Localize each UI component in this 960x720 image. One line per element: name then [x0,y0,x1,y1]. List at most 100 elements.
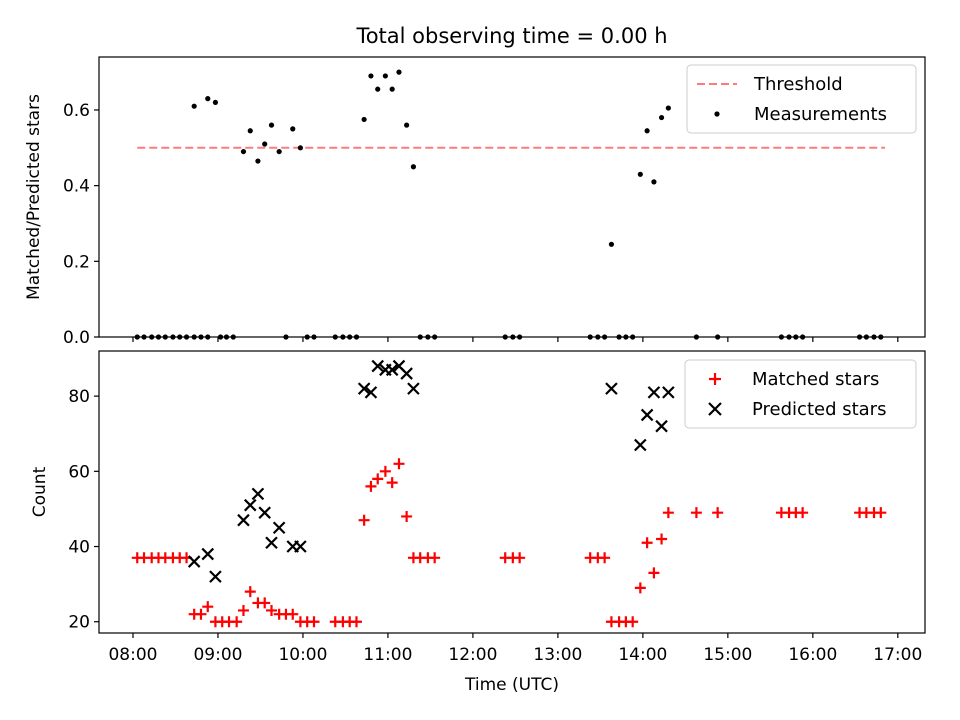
measurement-point [665,105,671,111]
predicted-star-point [400,367,413,380]
matched-star-point [259,597,271,609]
top-y-tick-label: 0.6 [63,101,90,121]
legend-measurements-swatch [714,111,720,117]
matched-star-point [231,616,243,628]
predicted-star-point [209,570,222,583]
bottom-y-axis-label: Count [30,466,50,517]
predicted-star-point [371,359,385,373]
matched-star-point [797,507,809,519]
measurement-point [262,141,268,147]
bottom-axes-frame [98,350,926,634]
x-tick-label: 12:00 [448,645,497,665]
predicted-star-point [655,419,668,433]
legend-predicted-label: Predicted stars [752,399,886,420]
x-tick-label: 09:00 [193,645,242,665]
x-tick-label: 08:00 [108,645,157,665]
bottom-y-tick-label: 20 [68,613,90,633]
measurement-point [268,122,275,128]
matched-star-point [237,604,249,616]
predicted-star-point [237,513,250,527]
matched-star-point [379,465,391,477]
legend-threshold-label: Threshold [753,74,843,95]
matched-star-point [202,601,214,613]
measurement-point [410,164,417,170]
matched-star-point [393,458,405,470]
bottom-x-axis-ticks: 08:00 09:00 10:00 11:00 12:00 13:00 14:00 15:00… [108,633,922,665]
matched-star-point [875,507,887,519]
matched-star-point [599,552,611,564]
measurement-point [368,73,374,79]
matched-star-point [656,533,668,545]
legend-matched-swatch [709,373,721,385]
bottom-y-axis-ticks: 20 40 60 80 [68,387,99,633]
measurement-point [651,179,657,185]
matched-star-point [690,507,702,519]
top-y-tick-label: 0.2 [63,252,90,272]
x-tick-label: 13:00 [533,645,582,665]
x-tick-label: 14:00 [618,645,667,665]
predicted-star-point [385,363,399,377]
predicted-star-point [407,382,420,395]
matched-star-point [634,582,646,594]
bottom-y-tick-label: 40 [68,538,90,558]
matched-star-point [429,552,441,564]
matched-star-point [372,473,384,485]
predicted-star-point [272,521,286,534]
chart-title: Total observing time = 0.00 h [355,24,667,48]
matched-star-point [358,514,370,526]
measurement-point [240,148,247,155]
measurement-point [247,128,253,134]
x-axis-label: Time (UTC) [464,675,559,695]
bottom-panel: 20 40 60 80 08:00 09:00 10:00 11:00 12:00 13:00 1… [30,350,926,695]
predicted-star-point [647,386,661,399]
predicted-star-point [634,438,647,452]
predicted-star-point [187,555,201,568]
bottom-marks [131,359,887,628]
bottom-y-tick-label: 60 [68,462,90,482]
top-panel: 0.0 0.2 0.4 0.6 Matched/Predicted stars Thr… [24,56,926,348]
predicted-star-point [357,382,371,395]
predicted-star-point [640,408,654,422]
measurement-point [290,126,296,132]
matched-star-point [627,616,639,628]
x-tick-label: 10:00 [278,645,327,665]
legend-matched-label: Matched stars [752,369,879,390]
measurement-point [404,122,410,128]
top-marks [134,69,886,340]
measurement-point [644,128,650,134]
top-y-tick-label: 0.4 [63,177,90,197]
measurement-point [361,116,367,123]
predicted-star-point [364,386,378,399]
x-tick-label: 11:00 [363,645,412,665]
measurement-point [191,103,197,109]
top-legend: Threshold Measurements [686,64,917,134]
measurement-point [389,86,395,92]
matched-star-point [386,477,398,489]
predicted-star-point [265,536,278,550]
x-tick-label: 15:00 [703,645,752,665]
x-tick-label: 17:00 [873,645,922,665]
x-tick-label: 16:00 [788,645,837,665]
matched-star-point [308,616,320,628]
top-x-axis-ticks [132,337,899,342]
matched-star-point [401,510,413,522]
measurement-point [255,158,261,164]
measurement-point [658,114,665,121]
matched-star-point [287,608,299,620]
measurement-point [608,241,615,247]
measurement-point [396,69,402,75]
matched-star-point [662,507,674,519]
matched-star-point [712,507,724,519]
bottom-y-tick-label: 80 [68,387,90,407]
matched-star-point [350,616,362,628]
legend-predicted-swatch [708,402,722,416]
top-y-tick-label: 0.0 [63,328,90,348]
bottom-legend: Matched stars Predicted stars [684,359,917,429]
legend-measurements-label: Measurements [754,104,887,125]
top-legend-box [686,64,917,134]
predicted-star-point [605,382,618,395]
bottom-legend-box [684,359,917,429]
matched-star-point [648,567,660,579]
predicted-star-point [294,540,307,553]
